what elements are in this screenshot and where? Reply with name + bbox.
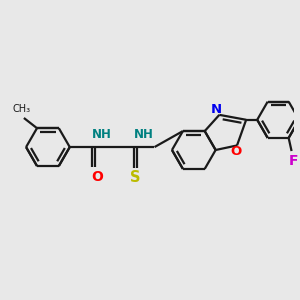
Text: O: O (230, 145, 241, 158)
Text: N: N (211, 103, 222, 116)
Text: NH: NH (92, 128, 112, 141)
Text: S: S (130, 170, 140, 185)
Text: NH: NH (134, 128, 154, 141)
Text: CH₃: CH₃ (13, 104, 31, 115)
Text: F: F (288, 154, 298, 168)
Text: O: O (91, 170, 103, 184)
